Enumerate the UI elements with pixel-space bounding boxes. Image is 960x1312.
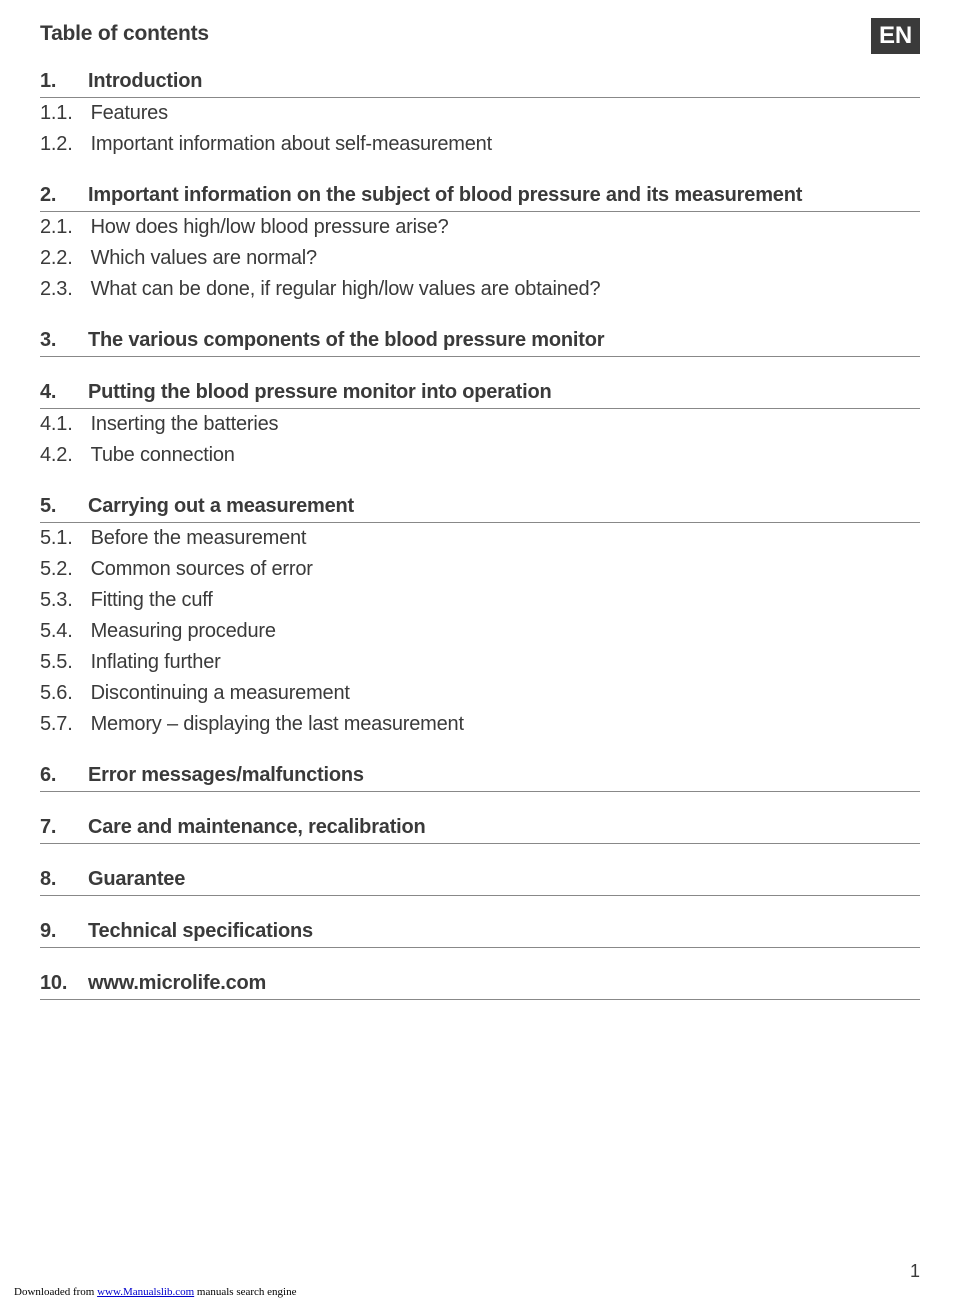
- toc-subitem[interactable]: 2.2. Which values are normal?: [40, 243, 920, 274]
- toc-subitem-number: 5.2.: [40, 554, 73, 585]
- toc-subitem[interactable]: 5.7. Memory – displaying the last measure…: [40, 709, 920, 740]
- toc-heading-text: Error messages/malfunctions: [88, 760, 920, 791]
- toc-heading-text: Guarantee: [88, 864, 920, 895]
- toc-subitem[interactable]: 2.3. What can be done, if regular high/lo…: [40, 274, 920, 305]
- toc-subitem-number: 5.4.: [40, 616, 73, 647]
- toc-subitem-text: Common sources of error: [91, 554, 313, 585]
- toc-heading[interactable]: 7. Care and maintenance, recalibration: [40, 812, 920, 844]
- toc-section: 1. Introduction 1.1. Features 1.2. Important …: [40, 66, 920, 160]
- toc-heading[interactable]: 2. Important information on the subject o…: [40, 180, 920, 212]
- toc-subitem[interactable]: 5.6. Discontinuing a measurement: [40, 678, 920, 709]
- footer-link[interactable]: www.Manualslib.com: [97, 1286, 194, 1298]
- toc-heading-number: 10.: [40, 968, 70, 999]
- toc-heading-number: 5.: [40, 491, 70, 522]
- toc-subitem-number: 2.2.: [40, 243, 73, 274]
- footer-prefix: Downloaded from: [14, 1286, 97, 1298]
- toc-heading-text: Putting the blood pressure monitor into …: [88, 377, 920, 408]
- footer-suffix: manuals search engine: [194, 1286, 296, 1298]
- toc-heading-number: 2.: [40, 180, 70, 211]
- toc-subitem-number: 1.2.: [40, 129, 73, 160]
- toc-heading[interactable]: 6. Error messages/malfunctions: [40, 760, 920, 792]
- language-badge: EN: [871, 18, 920, 54]
- toc-heading-text: Introduction: [88, 66, 920, 97]
- toc-heading-text: Carrying out a measurement: [88, 491, 920, 522]
- toc-section: 6. Error messages/malfunctions: [40, 760, 920, 792]
- toc-subitem-number: 5.3.: [40, 585, 73, 616]
- toc-subitem[interactable]: 5.1. Before the measurement: [40, 523, 920, 554]
- toc-heading-number: 9.: [40, 916, 70, 947]
- toc-subitem-number: 4.2.: [40, 440, 73, 471]
- toc-heading[interactable]: 3. The various components of the blood pr…: [40, 325, 920, 357]
- toc-subitem[interactable]: 4.2. Tube connection: [40, 440, 920, 471]
- toc-section: 5. Carrying out a measurement 5.1. Before t…: [40, 491, 920, 740]
- toc-subitem-text: Tube connection: [91, 440, 235, 471]
- toc-subitem[interactable]: 5.3. Fitting the cuff: [40, 585, 920, 616]
- toc-subitem-number: 5.7.: [40, 709, 73, 740]
- toc-subitem-text: Fitting the cuff: [91, 585, 213, 616]
- toc-subitem[interactable]: 4.1. Inserting the batteries: [40, 409, 920, 440]
- toc-subitem[interactable]: 5.4. Measuring procedure: [40, 616, 920, 647]
- toc-subitem[interactable]: 5.5. Inflating further: [40, 647, 920, 678]
- toc-subitem-text: Memory – displaying the last measurement: [91, 709, 464, 740]
- toc-heading[interactable]: 10. www.microlife.com: [40, 968, 920, 1000]
- toc-heading-text: Important information on the subject of …: [88, 180, 920, 211]
- toc-heading[interactable]: 9. Technical specifications: [40, 916, 920, 948]
- toc-subitem-number: 5.5.: [40, 647, 73, 678]
- toc-subitem-text: Discontinuing a measurement: [91, 678, 350, 709]
- toc-section: 7. Care and maintenance, recalibration: [40, 812, 920, 844]
- toc-heading-text: Care and maintenance, recalibration: [88, 812, 920, 843]
- toc-section: 4. Putting the blood pressure monitor int…: [40, 377, 920, 471]
- download-footer: Downloaded from www.Manualslib.com manua…: [14, 1286, 296, 1298]
- toc-subitem-number: 5.1.: [40, 523, 73, 554]
- toc-title: Table of contents: [40, 22, 920, 46]
- toc-subitem[interactable]: 2.1. How does high/low blood pressure ari…: [40, 212, 920, 243]
- toc-subitem-number: 2.3.: [40, 274, 73, 305]
- toc-section: 10. www.microlife.com: [40, 968, 920, 1000]
- toc-heading[interactable]: 1. Introduction: [40, 66, 920, 98]
- toc-section: 3. The various components of the blood pr…: [40, 325, 920, 357]
- page-number: 1: [910, 1261, 920, 1282]
- toc-subitem-text: Inflating further: [91, 647, 221, 678]
- toc-subitem-text: What can be done, if regular high/low va…: [91, 274, 601, 305]
- toc-section: 9. Technical specifications: [40, 916, 920, 948]
- toc-heading[interactable]: 5. Carrying out a measurement: [40, 491, 920, 523]
- toc-section: 2. Important information on the subject o…: [40, 180, 920, 305]
- toc-heading-text: The various components of the blood pres…: [88, 325, 920, 356]
- toc-subitem-text: Which values are normal?: [91, 243, 317, 274]
- toc-heading-number: 4.: [40, 377, 70, 408]
- toc-subitem-text: Inserting the batteries: [91, 409, 279, 440]
- toc-subitem[interactable]: 1.2. Important information about self-mea…: [40, 129, 920, 160]
- toc-heading-number: 7.: [40, 812, 70, 843]
- toc-subitem[interactable]: 5.2. Common sources of error: [40, 554, 920, 585]
- toc-container: 1. Introduction 1.1. Features 1.2. Important …: [40, 66, 920, 1000]
- toc-heading[interactable]: 4. Putting the blood pressure monitor int…: [40, 377, 920, 409]
- toc-subitem-text: Important information about self-measure…: [91, 129, 492, 160]
- toc-heading[interactable]: 8. Guarantee: [40, 864, 920, 896]
- toc-subitem-number: 1.1.: [40, 98, 73, 129]
- toc-subitem[interactable]: 1.1. Features: [40, 98, 920, 129]
- toc-subitem-text: How does high/low blood pressure arise?: [91, 212, 449, 243]
- toc-subitem-text: Measuring procedure: [91, 616, 276, 647]
- toc-subitem-text: Before the measurement: [91, 523, 307, 554]
- toc-subitem-number: 2.1.: [40, 212, 73, 243]
- toc-heading-number: 3.: [40, 325, 70, 356]
- toc-heading-number: 6.: [40, 760, 70, 791]
- toc-heading-text: www.microlife.com: [88, 968, 920, 999]
- toc-section: 8. Guarantee: [40, 864, 920, 896]
- toc-subitem-number: 4.1.: [40, 409, 73, 440]
- toc-heading-number: 1.: [40, 66, 70, 97]
- toc-heading-text: Technical specifications: [88, 916, 920, 947]
- toc-subitem-text: Features: [91, 98, 168, 129]
- toc-heading-number: 8.: [40, 864, 70, 895]
- toc-subitem-number: 5.6.: [40, 678, 73, 709]
